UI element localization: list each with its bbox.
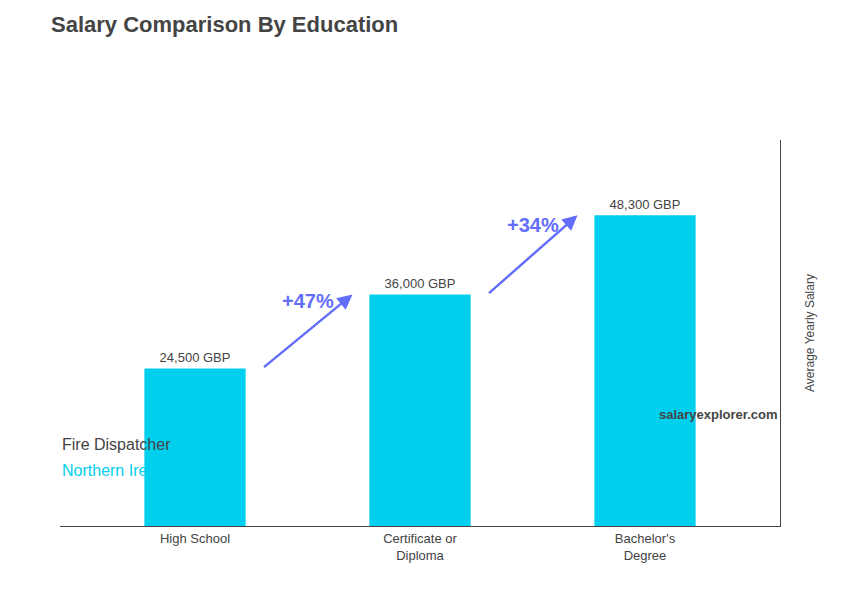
- svg-text:48,300 GBP: 48,300 GBP: [610, 197, 681, 212]
- svg-text:High School: High School: [160, 531, 230, 546]
- svg-text:36,000 GBP: 36,000 GBP: [385, 276, 456, 291]
- svg-text:Certificate orDiploma: Certificate orDiploma: [383, 531, 457, 563]
- svg-text:24,500 GBP: 24,500 GBP: [160, 350, 231, 365]
- svg-text:Fire Dispatcher: Fire Dispatcher: [62, 436, 171, 453]
- svg-text:Bachelor'sDegree: Bachelor'sDegree: [615, 531, 676, 563]
- svg-text:+34%: +34%: [507, 214, 559, 236]
- svg-text:+47%: +47%: [282, 290, 334, 312]
- svg-text:salaryexplorer.com: salaryexplorer.com: [659, 407, 778, 422]
- svg-text:Average Yearly Salary: Average Yearly Salary: [803, 274, 817, 392]
- svg-text:Salary Comparison By Education: Salary Comparison By Education: [51, 12, 398, 37]
- svg-text:Northern Ireland: Northern Ireland: [62, 462, 178, 479]
